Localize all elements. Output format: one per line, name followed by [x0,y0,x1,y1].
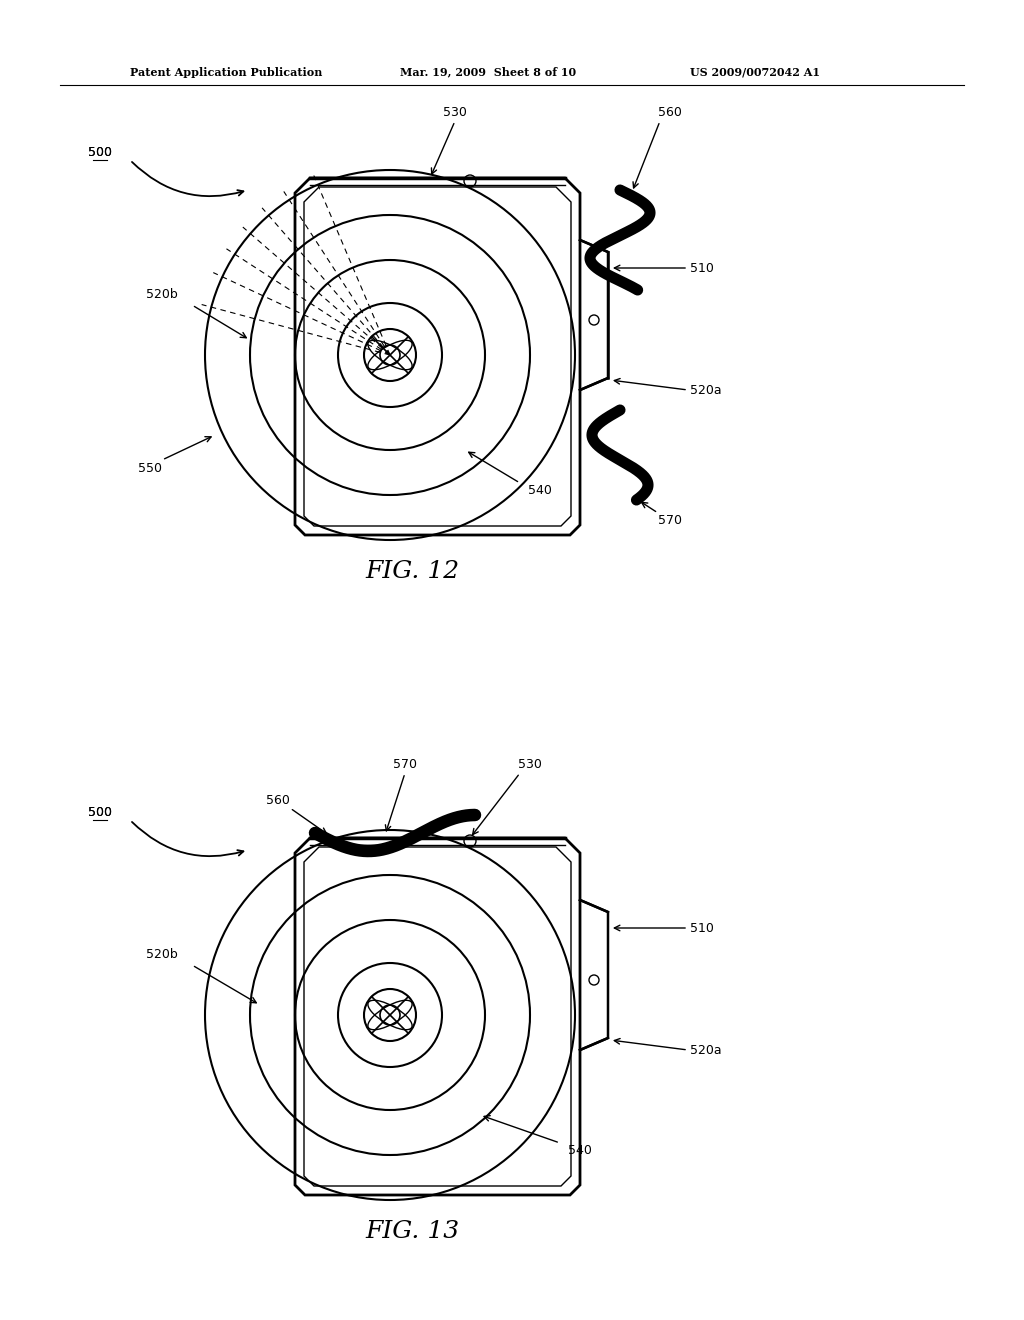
Text: 520b: 520b [146,949,178,961]
Text: 530: 530 [518,759,542,771]
Text: 510: 510 [690,261,714,275]
Text: 540: 540 [528,483,552,496]
Text: 520a: 520a [690,384,722,396]
Text: 550: 550 [138,462,162,474]
Text: 570: 570 [658,513,682,527]
Circle shape [380,1005,400,1026]
Text: 570: 570 [393,759,417,771]
Circle shape [380,345,400,366]
Text: US 2009/0072042 A1: US 2009/0072042 A1 [690,66,820,78]
Text: 500: 500 [88,147,112,160]
Text: 540: 540 [568,1143,592,1156]
Text: 500: 500 [88,147,112,160]
Text: 530: 530 [443,107,467,120]
Text: 500: 500 [88,807,112,820]
Text: FIG. 12: FIG. 12 [365,561,459,583]
Text: Patent Application Publication: Patent Application Publication [130,66,323,78]
Text: Mar. 19, 2009  Sheet 8 of 10: Mar. 19, 2009 Sheet 8 of 10 [400,66,577,78]
Text: 500: 500 [88,807,112,820]
Text: 520a: 520a [690,1044,722,1056]
Text: 510: 510 [690,921,714,935]
Text: 520b: 520b [146,289,178,301]
Text: FIG. 13: FIG. 13 [365,1221,459,1243]
Text: 560: 560 [658,107,682,120]
Text: 560: 560 [266,793,290,807]
